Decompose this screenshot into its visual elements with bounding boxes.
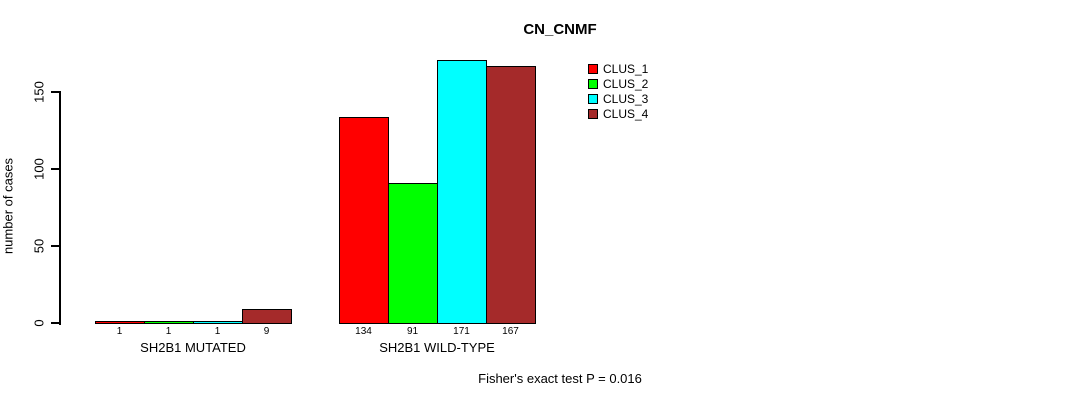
y-tick bbox=[51, 322, 61, 324]
legend-label: CLUS_1 bbox=[603, 62, 649, 76]
annotation-fishers-test: Fisher's exact test P = 0.016 bbox=[478, 371, 642, 386]
legend-item: CLUS_4 bbox=[588, 108, 648, 120]
bar bbox=[242, 309, 292, 324]
bar-value-label: 134 bbox=[355, 326, 372, 337]
bar bbox=[486, 66, 536, 324]
bar-value-label: 1 bbox=[165, 326, 172, 337]
bar-value-label: 1 bbox=[214, 326, 221, 337]
category-label: SH2B1 WILD-TYPE bbox=[379, 340, 495, 355]
legend-swatch bbox=[588, 79, 598, 89]
bar-value-label: 167 bbox=[502, 326, 519, 337]
legend-item: CLUS_2 bbox=[588, 78, 648, 90]
y-tick bbox=[51, 245, 61, 247]
legend-item: CLUS_1 bbox=[588, 63, 648, 75]
legend-swatch bbox=[588, 64, 598, 74]
bar bbox=[388, 183, 438, 324]
bar-value-label: 91 bbox=[406, 326, 419, 337]
legend-label: CLUS_3 bbox=[603, 92, 649, 106]
bar bbox=[437, 60, 487, 324]
category-label: SH2B1 MUTATED bbox=[140, 340, 246, 355]
legend-label: CLUS_2 bbox=[603, 77, 649, 91]
bar bbox=[339, 117, 389, 324]
y-tick bbox=[51, 168, 61, 170]
y-tick bbox=[51, 91, 61, 93]
legend-swatch bbox=[588, 109, 598, 119]
legend-swatch bbox=[588, 94, 598, 104]
chart-title: CN_CNMF bbox=[523, 21, 597, 38]
bar-value-label: 9 bbox=[263, 326, 270, 337]
y-axis-line bbox=[59, 92, 61, 325]
legend-label: CLUS_4 bbox=[603, 107, 649, 121]
bar-value-label: 1 bbox=[116, 326, 123, 337]
legend-item: CLUS_3 bbox=[588, 93, 648, 105]
bar-value-label: 171 bbox=[453, 326, 470, 337]
